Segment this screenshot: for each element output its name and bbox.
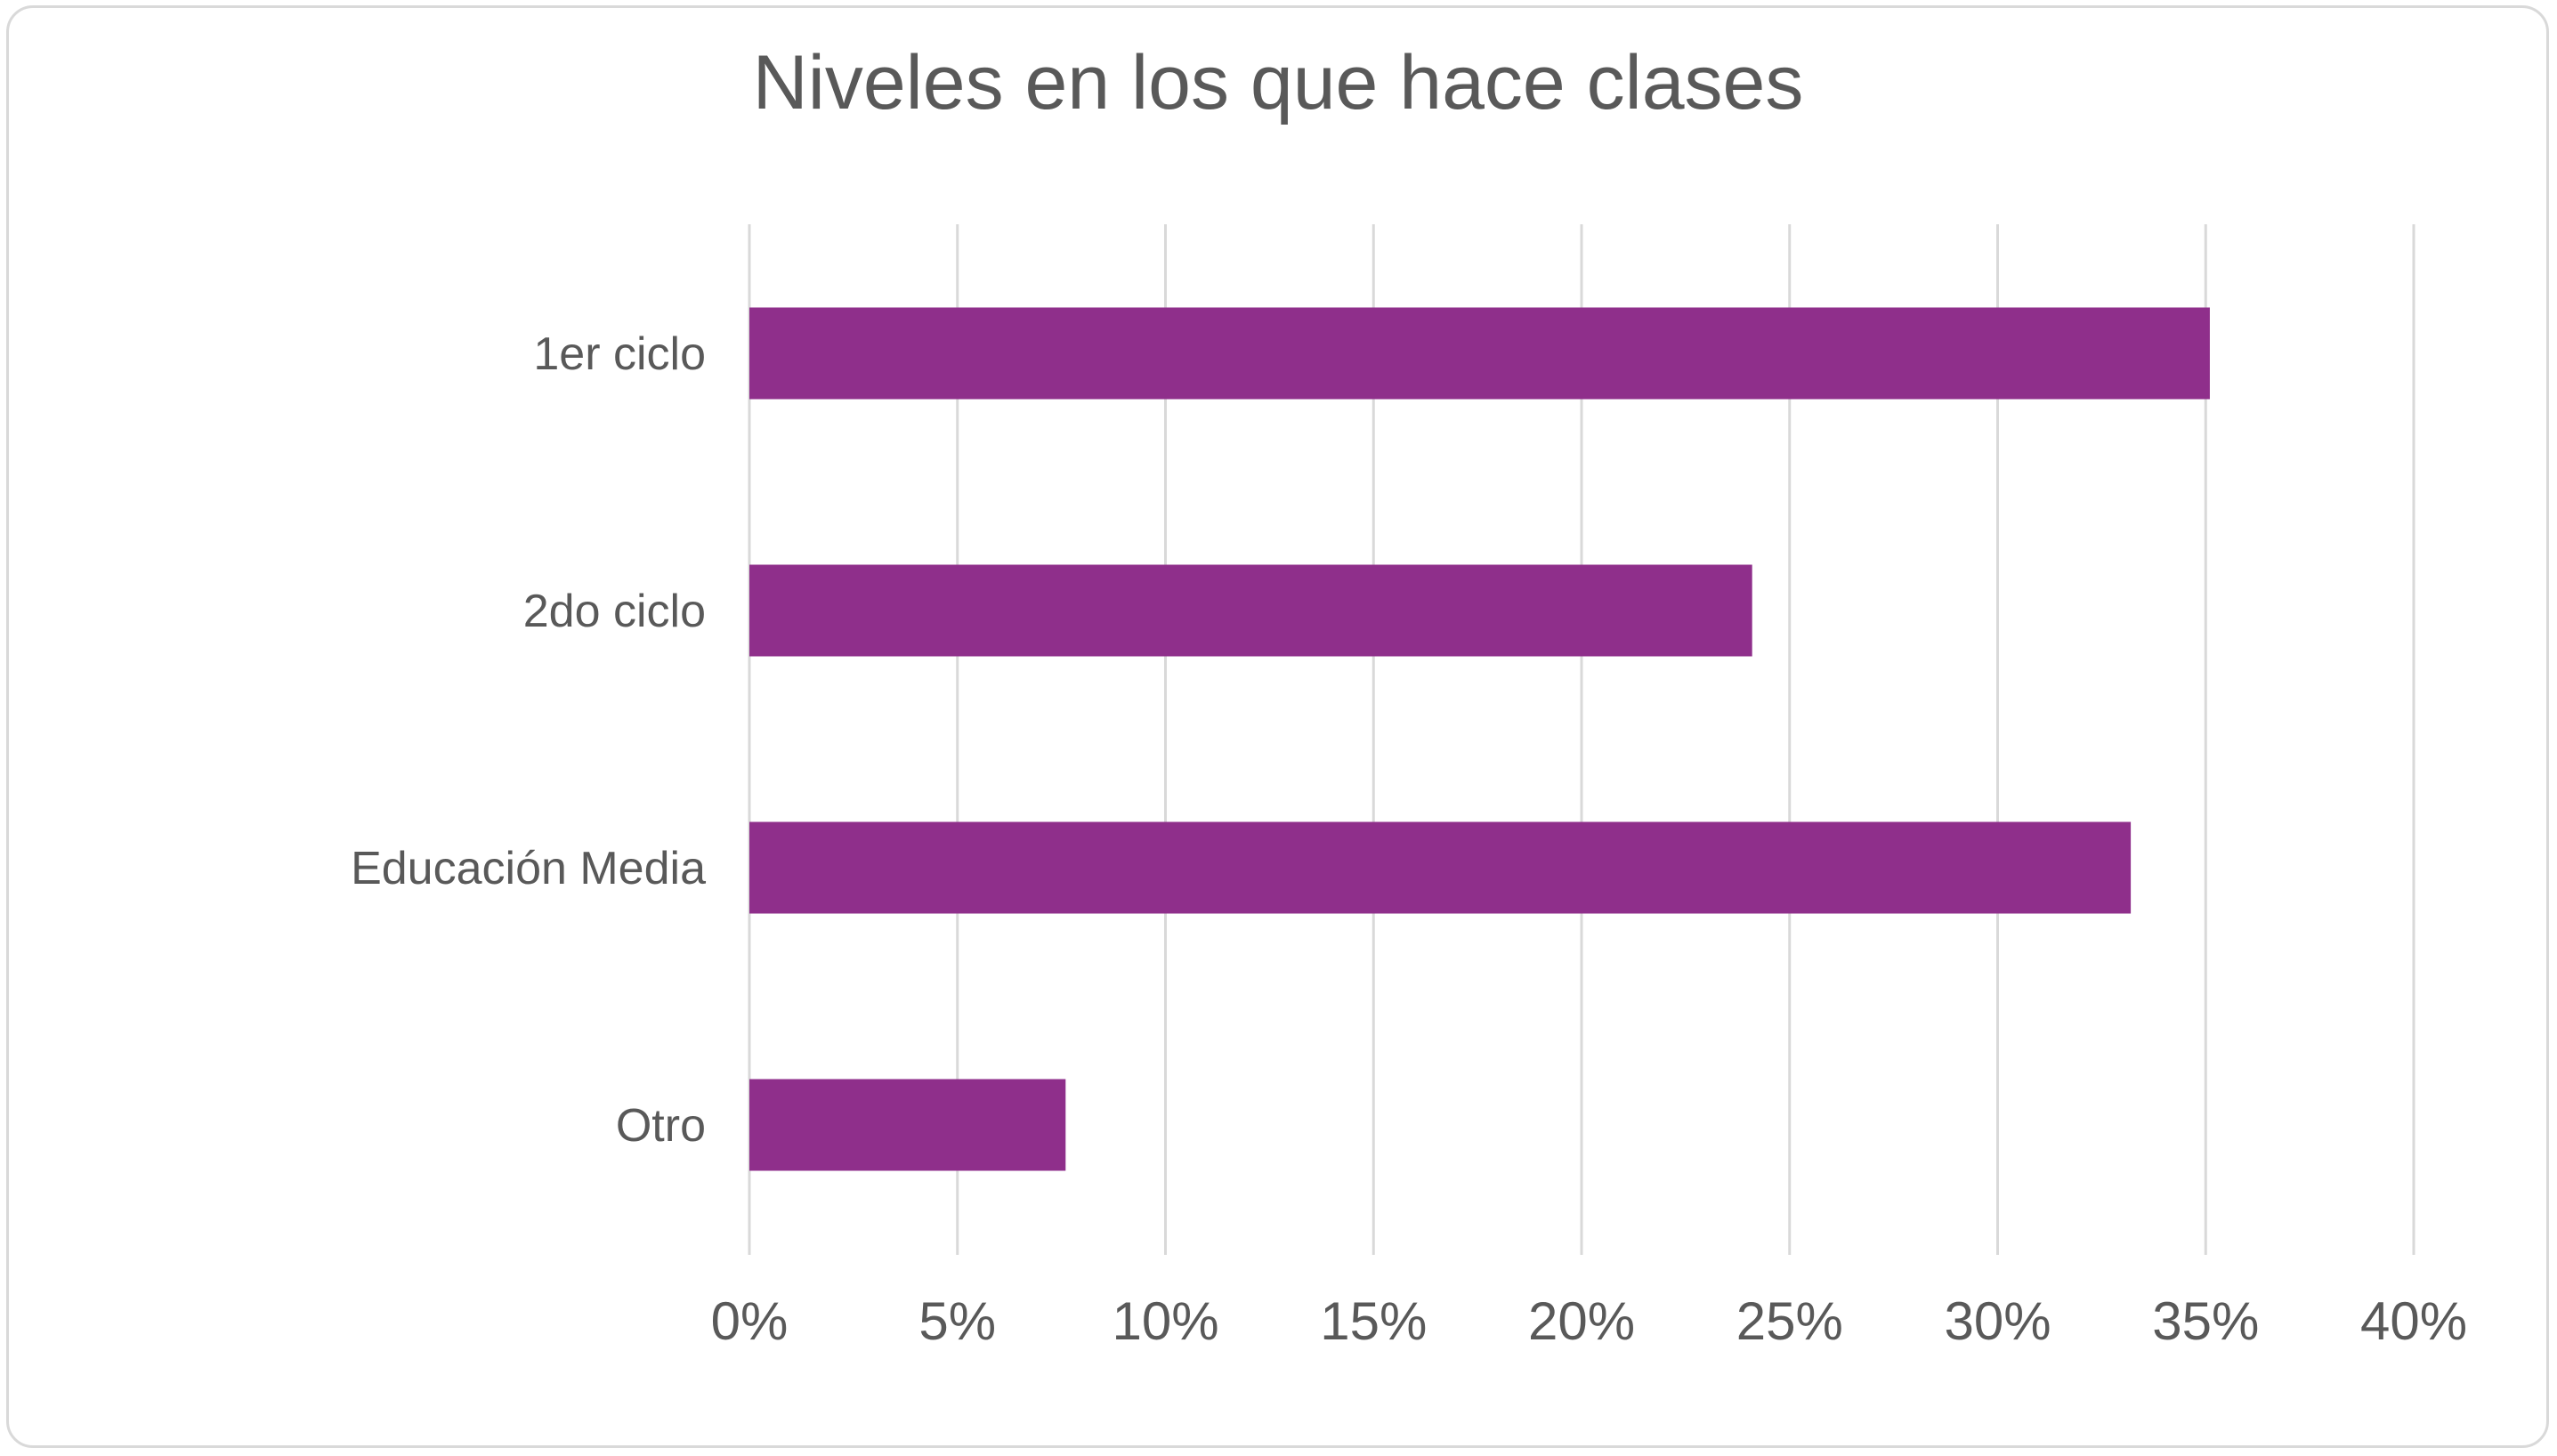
x-tick-label: 15% [1320, 1291, 1427, 1351]
chart-title: Niveles en los que hace clases [753, 40, 1804, 125]
bar [749, 1079, 1066, 1171]
bars [749, 307, 2210, 1171]
chart-frame [6, 5, 2549, 1448]
x-tick-label: 35% [2152, 1291, 2259, 1351]
bar [749, 564, 1752, 657]
x-tick-label: 25% [1736, 1291, 1843, 1351]
x-tick-label: 5% [918, 1291, 996, 1351]
category-label: 2do ciclo [523, 586, 706, 637]
category-label: Otro [616, 1100, 706, 1152]
x-tick-label: 30% [1944, 1291, 2051, 1351]
x-tick-labels: 0% 5% 10% 15% 20% 25% 30% 35% 40% [711, 1291, 2467, 1351]
category-label: Educación Media [351, 843, 706, 894]
bar [749, 307, 2210, 400]
bar [749, 821, 2132, 914]
x-tick-label: 10% [1112, 1291, 1218, 1351]
x-tick-label: 0% [711, 1291, 789, 1351]
x-tick-label: 40% [2360, 1291, 2467, 1351]
x-tick-label: 20% [1528, 1291, 1635, 1351]
category-label: 1er ciclo [533, 328, 706, 380]
category-labels: 1er ciclo 2do ciclo Educación Media Otro [351, 328, 706, 1152]
